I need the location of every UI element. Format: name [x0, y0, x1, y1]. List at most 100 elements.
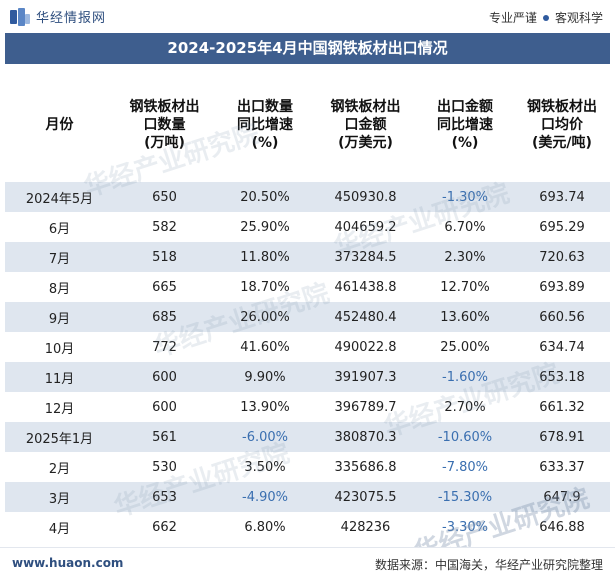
- header-export-value: 钢铁板材出 口金额 (万美元): [330, 99, 401, 151]
- header-volume-yoy: 出口数量 同比增速 (%): [237, 99, 293, 151]
- volume-yoy-cell: 41.60%: [240, 339, 290, 355]
- export-volume-cell: 685: [152, 309, 177, 325]
- table-row: 8月 665 18.70% 461438.8 12.70% 693.89: [5, 272, 610, 302]
- value-yoy-cell: 6.70%: [444, 219, 486, 235]
- export-value-cell: 423075.5: [334, 489, 397, 505]
- month-cell: 8月: [48, 281, 71, 297]
- value-yoy-cell: -15.30%: [437, 489, 493, 505]
- month-cell: 2025年1月: [25, 431, 94, 447]
- export-value-cell: 373284.5: [334, 249, 397, 265]
- value-yoy-cell: 12.70%: [440, 279, 490, 295]
- volume-yoy-cell: 11.80%: [240, 249, 290, 265]
- month-cell: 6月: [48, 221, 71, 237]
- table-row: 12月 600 13.90% 396789.7 2.70% 661.32: [5, 392, 610, 422]
- value-yoy-cell: 2.30%: [444, 249, 486, 265]
- table-row: 6月 582 25.90% 404659.2 6.70% 695.29: [5, 212, 610, 242]
- table-row: 11月 600 9.90% 391907.3 -1.60% 653.18: [5, 362, 610, 392]
- table-row: 2024年5月 650 20.50% 450930.8 -1.30% 693.74: [5, 182, 610, 212]
- month-cell: 2月: [48, 461, 71, 477]
- avg-price-cell: 633.37: [539, 459, 585, 475]
- bullet-dot-icon: [542, 15, 549, 21]
- export-value-cell: 380870.3: [334, 429, 397, 445]
- month-cell: 12月: [44, 401, 75, 417]
- footer-url-link[interactable]: www.huaon.com: [12, 556, 124, 570]
- month-cell: 10月: [44, 341, 75, 357]
- volume-yoy-cell: -6.00%: [242, 429, 288, 445]
- export-value-cell: 450930.8: [334, 189, 397, 205]
- avg-price-cell: 695.29: [539, 219, 585, 235]
- header-export-volume: 钢铁板材出 口数量 (万吨): [129, 99, 200, 151]
- avg-price-cell: 678.91: [539, 429, 585, 445]
- export-value-cell: 452480.4: [334, 309, 397, 325]
- volume-yoy-cell: 13.90%: [240, 399, 290, 415]
- value-yoy-cell: -7.80%: [442, 459, 488, 475]
- table-row: 4月 662 6.80% 428236 -3.30% 646.88: [5, 512, 610, 542]
- slogan-right: 客观科学: [554, 11, 603, 25]
- export-volume-cell: 653: [152, 489, 177, 505]
- export-volume-cell: 665: [152, 279, 177, 295]
- table-row: 2月 530 3.50% 335686.8 -7.80% 633.37: [5, 452, 610, 482]
- export-table: 月份 钢铁板材出 口数量 (万吨) 出口数量 同比增速 (%) 钢铁板材出 口金…: [5, 68, 610, 542]
- footer-source: 数据来源：中国海关，华经产业研究院整理: [374, 558, 603, 572]
- avg-price-cell: 693.89: [539, 279, 585, 295]
- site-logo[interactable]: 华经情报网: [10, 7, 106, 26]
- table-row: 7月 518 11.80% 373284.5 2.30% 720.63: [5, 242, 610, 272]
- value-yoy-cell: -1.30%: [442, 189, 488, 205]
- table-row: 2025年1月 561 -6.00% 380870.3 -10.60% 678.91: [5, 422, 610, 452]
- export-volume-cell: 600: [152, 399, 177, 415]
- avg-price-cell: 647.9: [543, 489, 581, 505]
- volume-yoy-cell: 6.80%: [244, 519, 286, 535]
- footer: www.huaon.com 数据来源：中国海关，华经产业研究院整理: [0, 547, 615, 581]
- table-row: 9月 685 26.00% 452480.4 13.60% 660.56: [5, 302, 610, 332]
- table-row: 3月 653 -4.90% 423075.5 -15.30% 647.9: [5, 482, 610, 512]
- volume-yoy-cell: 26.00%: [240, 309, 290, 325]
- avg-price-cell: 693.74: [539, 189, 585, 205]
- export-value-cell: 461438.8: [334, 279, 397, 295]
- avg-price-cell: 720.63: [539, 249, 585, 265]
- volume-yoy-cell: 25.90%: [240, 219, 290, 235]
- month-cell: 11月: [44, 371, 75, 387]
- value-yoy-cell: 13.60%: [440, 309, 490, 325]
- volume-yoy-cell: 18.70%: [240, 279, 290, 295]
- header-month: 月份: [45, 117, 74, 133]
- avg-price-cell: 634.74: [539, 339, 585, 355]
- value-yoy-cell: -3.30%: [442, 519, 488, 535]
- site-name: 华经情报网: [36, 11, 107, 26]
- header-avg-price: 钢铁板材出 口均价 (美元/吨): [527, 99, 597, 151]
- export-volume-cell: 662: [152, 519, 177, 535]
- slogan-left: 专业严谨: [488, 11, 537, 25]
- value-yoy-cell: -10.60%: [437, 429, 493, 445]
- avg-price-cell: 660.56: [539, 309, 585, 325]
- export-value-cell: 404659.2: [334, 219, 397, 235]
- month-cell: 3月: [48, 491, 71, 507]
- avg-price-cell: 661.32: [539, 399, 585, 415]
- table-row: 10月 772 41.60% 490022.8 25.00% 634.74: [5, 332, 610, 362]
- export-value-cell: 335686.8: [334, 459, 397, 475]
- volume-yoy-cell: -4.90%: [242, 489, 288, 505]
- export-volume-cell: 530: [152, 459, 177, 475]
- export-value-cell: 428236: [340, 519, 391, 535]
- export-volume-cell: 772: [152, 339, 177, 355]
- value-yoy-cell: 25.00%: [440, 339, 490, 355]
- volume-yoy-cell: 9.90%: [244, 369, 286, 385]
- page-title: 2024-2025年4月中国钢铁板材出口情况: [167, 39, 448, 57]
- month-cell: 2024年5月: [25, 191, 94, 207]
- month-cell: 7月: [48, 251, 71, 267]
- export-volume-cell: 518: [152, 249, 177, 265]
- export-value-cell: 391907.3: [334, 369, 397, 385]
- export-volume-cell: 582: [152, 219, 177, 235]
- month-cell: 9月: [48, 311, 71, 327]
- month-cell: 4月: [48, 521, 71, 537]
- avg-price-cell: 653.18: [539, 369, 585, 385]
- avg-price-cell: 646.88: [539, 519, 585, 535]
- volume-yoy-cell: 20.50%: [240, 189, 290, 205]
- export-value-cell: 396789.7: [334, 399, 397, 415]
- export-value-cell: 490022.8: [334, 339, 397, 355]
- header-value-yoy: 出口金额 同比增速 (%): [437, 99, 493, 151]
- export-volume-cell: 650: [152, 189, 177, 205]
- export-volume-cell: 561: [152, 429, 177, 445]
- export-volume-cell: 600: [152, 369, 177, 385]
- value-yoy-cell: -1.60%: [442, 369, 488, 385]
- value-yoy-cell: 2.70%: [444, 399, 486, 415]
- table-header-row: 月份 钢铁板材出 口数量 (万吨) 出口数量 同比增速 (%) 钢铁板材出 口金…: [5, 68, 610, 182]
